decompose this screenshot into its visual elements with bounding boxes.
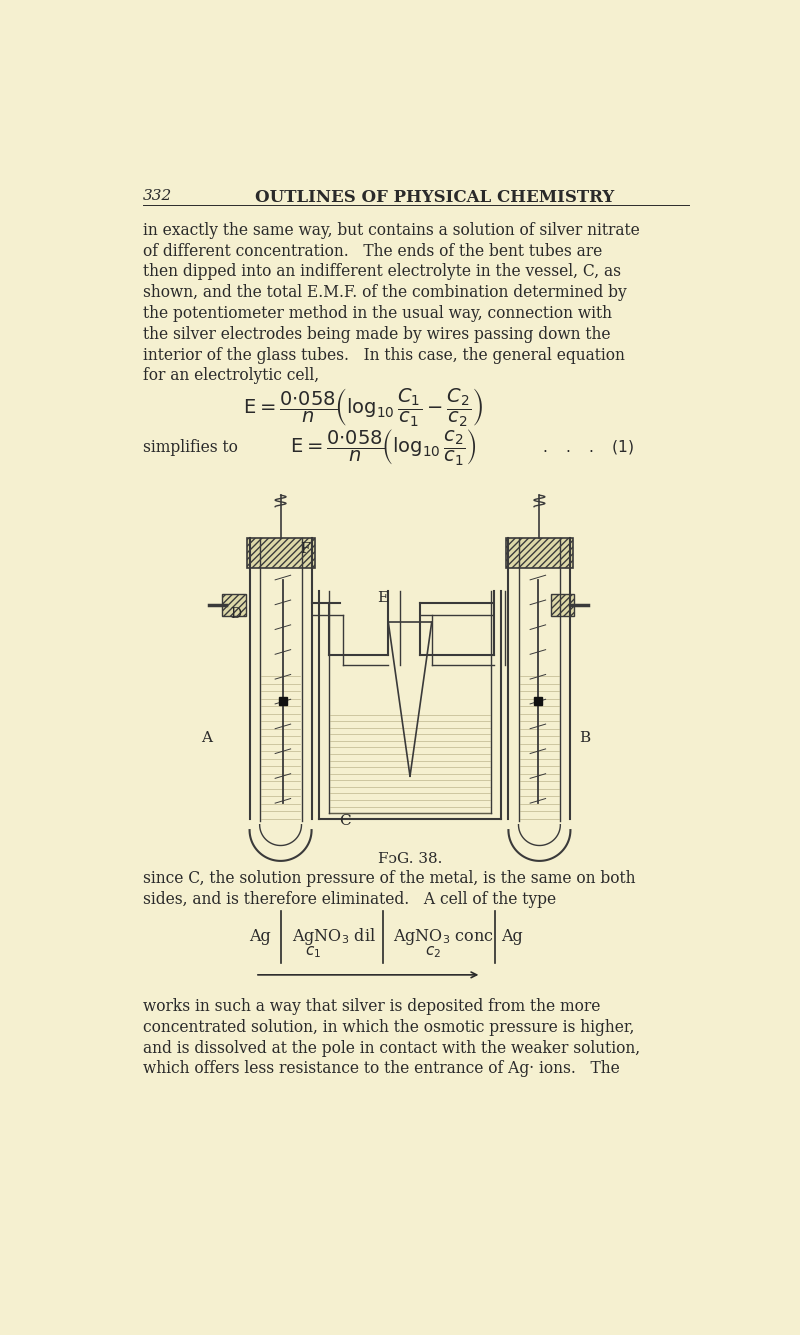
Text: B: B bbox=[579, 730, 590, 745]
Text: since C, the solution pressure of the metal, is the same on both: since C, the solution pressure of the me… bbox=[143, 870, 636, 888]
Text: A: A bbox=[201, 730, 212, 745]
Text: 332: 332 bbox=[142, 190, 172, 203]
Text: simplifies to: simplifies to bbox=[143, 439, 238, 457]
Bar bbox=[279, 697, 286, 705]
Text: sides, and is therefore eliminated.   A cell of the type: sides, and is therefore eliminated. A ce… bbox=[143, 890, 557, 908]
Text: shown, and the total E.M.F. of the combination determined by: shown, and the total E.M.F. of the combi… bbox=[143, 284, 627, 302]
Text: and is dissolved at the pole in contact with the weaker solution,: and is dissolved at the pole in contact … bbox=[143, 1040, 641, 1056]
Text: D: D bbox=[230, 607, 242, 622]
Text: $c_2$: $c_2$ bbox=[426, 944, 442, 960]
Text: C: C bbox=[338, 814, 350, 828]
Bar bbox=[534, 697, 542, 705]
Text: F: F bbox=[300, 542, 310, 557]
Text: $\mathrm{E} = \dfrac{0{\cdot}058}{n}\!\left(\log_{10}\dfrac{c_2}{c_1}\right)$: $\mathrm{E} = \dfrac{0{\cdot}058}{n}\!\l… bbox=[290, 427, 477, 467]
Bar bbox=[551, 594, 574, 615]
Bar bbox=[222, 594, 246, 615]
Text: then dipped into an indifferent electrolyte in the vessel, C, as: then dipped into an indifferent electrol… bbox=[143, 263, 622, 280]
Text: the potentiometer method in the usual way, connection with: the potentiometer method in the usual wa… bbox=[143, 304, 613, 322]
Text: for an electrolytic cell,: for an electrolytic cell, bbox=[143, 367, 319, 384]
Text: FᴐG. 38.: FᴐG. 38. bbox=[378, 852, 442, 865]
Text: the silver electrodes being made by wires passing down the: the silver electrodes being made by wire… bbox=[143, 326, 611, 343]
Text: in exactly the same way, but contains a solution of silver nitrate: in exactly the same way, but contains a … bbox=[143, 222, 640, 239]
Text: interior of the glass tubes.   In this case, the general equation: interior of the glass tubes. In this cas… bbox=[143, 347, 626, 363]
Text: $c_1$: $c_1$ bbox=[305, 944, 321, 960]
Bar bbox=[506, 538, 573, 569]
Text: $.\quad .\quad .\quad (1)$: $.\quad .\quad .\quad (1)$ bbox=[542, 438, 634, 457]
Text: of different concentration.   The ends of the bent tubes are: of different concentration. The ends of … bbox=[143, 243, 602, 259]
Text: which offers less resistance to the entrance of Ag· ions.   The: which offers less resistance to the entr… bbox=[143, 1060, 620, 1077]
Text: OUTLINES OF PHYSICAL CHEMISTRY: OUTLINES OF PHYSICAL CHEMISTRY bbox=[255, 190, 614, 207]
Text: E: E bbox=[378, 590, 389, 605]
Text: AgNO$_3$ conc: AgNO$_3$ conc bbox=[393, 926, 494, 947]
Text: Ag: Ag bbox=[250, 928, 271, 945]
Text: works in such a way that silver is deposited from the more: works in such a way that silver is depos… bbox=[143, 999, 601, 1015]
Text: Ag: Ag bbox=[501, 928, 522, 945]
Text: AgNO$_3$ dil: AgNO$_3$ dil bbox=[292, 926, 376, 948]
Bar bbox=[247, 538, 315, 569]
Text: $\mathrm{E} = \dfrac{0{\cdot}058}{n}\!\left(\log_{10}\dfrac{C_1}{c_1} - \dfrac{C: $\mathrm{E} = \dfrac{0{\cdot}058}{n}\!\l… bbox=[243, 386, 484, 427]
Text: concentrated solution, in which the osmotic pressure is higher,: concentrated solution, in which the osmo… bbox=[143, 1019, 634, 1036]
